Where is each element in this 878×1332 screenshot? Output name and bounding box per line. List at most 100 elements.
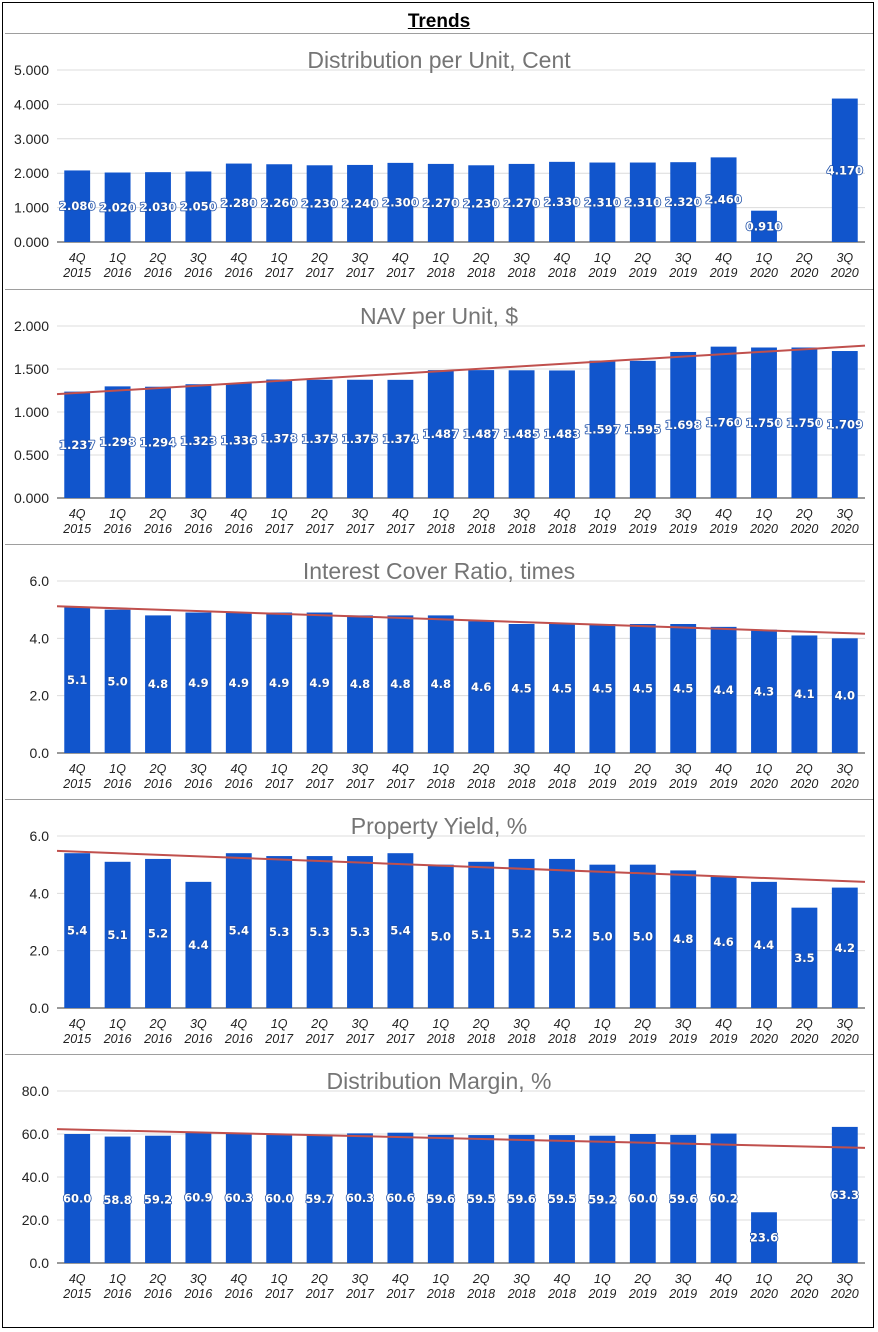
x-tick-year: 2017 [264, 1032, 294, 1046]
bar [185, 171, 212, 242]
data-label: 2.310 [584, 195, 620, 209]
bar [751, 1212, 777, 1263]
data-label: 4.1 [794, 687, 814, 701]
x-tick-year: 2016 [183, 522, 212, 536]
x-tick-year: 2016 [103, 1287, 132, 1301]
data-label: 59.7 [305, 1192, 333, 1206]
bar [306, 856, 333, 1008]
bar [185, 612, 212, 753]
x-tick-quarter: 3Q [190, 251, 207, 265]
data-label: 5.0 [431, 929, 451, 943]
x-tick-quarter: 1Q [109, 762, 126, 776]
bar [589, 864, 616, 1008]
x-tick-year: 2015 [62, 1287, 91, 1301]
bar [225, 853, 252, 1008]
data-label: 60.6 [386, 1191, 414, 1205]
y-tick-label: 2.000 [14, 318, 49, 334]
x-tick-quarter: 4Q [554, 1017, 571, 1031]
x-tick-year: 2017 [305, 266, 335, 280]
bar [670, 870, 697, 1008]
data-label: 4.8 [390, 677, 410, 691]
bar [629, 360, 656, 498]
data-label: 60.0 [63, 1192, 91, 1206]
x-tick-year: 2018 [426, 266, 455, 280]
x-tick-year: 2018 [466, 777, 495, 791]
bar [387, 379, 414, 498]
data-label: 1.485 [503, 427, 539, 441]
bar [831, 351, 858, 498]
y-tick-label: 0.0 [30, 1255, 50, 1271]
data-label: 1.487 [423, 427, 459, 441]
x-tick-year: 2019 [668, 1287, 697, 1301]
x-tick-quarter: 4Q [69, 762, 86, 776]
data-label: 5.2 [511, 926, 531, 940]
y-tick-label: 4.0 [30, 630, 50, 646]
chart-distribution-per-unit: 0.000 1.000 2.000 3.000 4.000 5.000 Distributi… [14, 47, 865, 280]
chart-panel-distribution-margin: 0.0 20.0 40.0 60.0 80.0 Distribution Margin, … [5, 1054, 873, 1309]
bar [468, 621, 495, 753]
bar [629, 624, 656, 753]
chart-title: Property Yield, % [351, 813, 527, 839]
y-tick-label: 5.000 [14, 62, 49, 78]
data-label: 1.374 [382, 432, 418, 446]
x-tick-year: 2017 [305, 1287, 335, 1301]
x-tick-year: 2016 [143, 522, 172, 536]
x-tick-year: 2020 [749, 266, 778, 280]
x-tick-quarter: 4Q [230, 762, 247, 776]
x-tick-quarter: 2Q [795, 1272, 813, 1286]
data-label: 4.5 [592, 682, 612, 696]
bar [225, 383, 252, 498]
x-tick-quarter: 3Q [836, 1272, 853, 1286]
data-label: 2.300 [382, 195, 418, 209]
x-tick-year: 2019 [709, 522, 738, 536]
x-tick-quarter: 4Q [392, 762, 409, 776]
x-tick-year: 2019 [587, 1032, 616, 1046]
chart-title: Distribution per Unit, Cent [307, 47, 571, 73]
x-tick-quarter: 2Q [472, 1272, 490, 1286]
x-tick-quarter: 2Q [472, 251, 490, 265]
bar [629, 1134, 656, 1263]
y-tick-label: 0.500 [14, 447, 49, 463]
x-tick-quarter: 1Q [432, 1272, 449, 1286]
data-label: 1.294 [140, 435, 176, 449]
trendline [56, 344, 866, 396]
x-tick-year: 2015 [62, 777, 91, 791]
x-tick-quarter: 2Q [149, 1272, 167, 1286]
x-tick-quarter: 1Q [432, 507, 449, 521]
data-label: 1.709 [827, 418, 863, 432]
bar [145, 386, 171, 498]
data-label: 2.230 [301, 197, 337, 211]
x-tick-quarter: 2Q [149, 251, 167, 265]
bar [225, 612, 252, 753]
data-label: 4.8 [431, 677, 451, 691]
x-tick-year: 2016 [183, 266, 212, 280]
x-tick-year: 2020 [789, 1287, 818, 1301]
x-tick-quarter: 2Q [310, 1272, 328, 1286]
x-tick-quarter: 2Q [472, 762, 490, 776]
x-tick-year: 2020 [830, 777, 859, 791]
bar [104, 861, 131, 1008]
chart-property-yield: 0.0 2.0 4.0 6.0 Property Yield, % 5.4 5.1 5.2 4.… [30, 813, 866, 1046]
x-tick-quarter: 1Q [594, 1017, 611, 1031]
y-tick-label: 0.0 [30, 1000, 50, 1016]
data-label: 5.2 [148, 926, 168, 940]
data-label: 5.3 [269, 925, 289, 939]
x-tick-quarter: 1Q [594, 762, 611, 776]
trendline [56, 1128, 866, 1149]
x-tick-quarter: 1Q [432, 251, 449, 265]
x-tick-quarter: 4Q [715, 1272, 732, 1286]
x-tick-year: 2019 [668, 777, 697, 791]
x-tick-year: 2017 [385, 522, 415, 536]
bar [549, 858, 575, 1008]
x-tick-year: 2017 [264, 522, 294, 536]
x-tick-quarter: 3Q [675, 762, 692, 776]
x-tick-quarter: 1Q [756, 251, 773, 265]
data-label: 60.2 [709, 1191, 737, 1205]
x-tick-year: 2017 [345, 1032, 375, 1046]
bar [387, 162, 414, 242]
x-tick-year: 2018 [466, 266, 495, 280]
x-tick-quarter: 4Q [69, 1272, 86, 1286]
x-tick-year: 2016 [224, 1032, 253, 1046]
x-tick-quarter: 4Q [554, 1272, 571, 1286]
bar [387, 615, 414, 753]
